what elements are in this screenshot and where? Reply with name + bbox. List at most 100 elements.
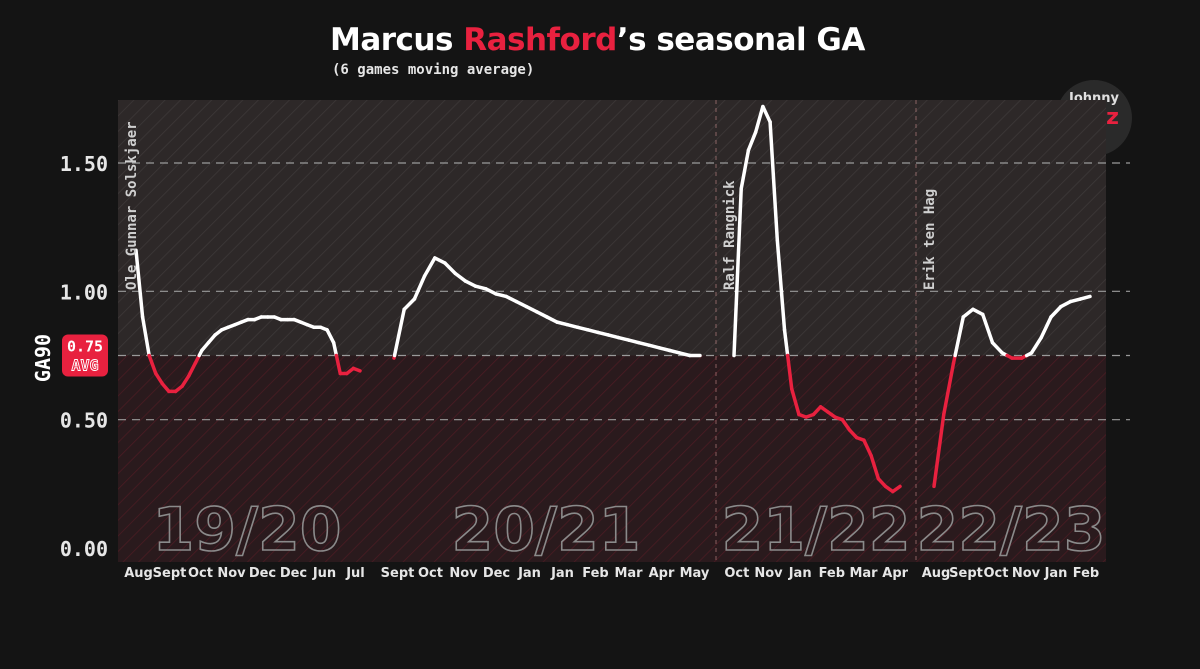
series-segment-20-21 (565, 322, 580, 330)
month-tick-label: Nov (1012, 566, 1041, 581)
series-segment-20-21 (535, 310, 549, 319)
y-tick-label: 0.00 (60, 537, 108, 561)
series-segment-20-21 (626, 338, 641, 345)
series-segment-20-21 (402, 297, 417, 312)
chart-title: Marcus Rashford’s seasonal GA (330, 22, 865, 58)
y-tick-label: 0.50 (60, 409, 108, 433)
season-label: 21/22 (722, 495, 911, 565)
series-segment-21-22 (753, 104, 765, 134)
month-tick-label: Dec (249, 566, 276, 581)
month-tick-label: Dec (280, 566, 307, 581)
month-tick-label: Oct (418, 566, 443, 581)
month-tick-label: Jan (1044, 566, 1068, 581)
series-segment-21-22 (782, 328, 790, 358)
season-label: 19/20 (153, 495, 342, 565)
month-tick-label: Mar (849, 566, 878, 581)
series-segment-20-21 (453, 271, 468, 283)
average-value: 0.75 (67, 338, 103, 356)
series-segment-22-23 (1029, 335, 1043, 355)
series-segment-22-23 (942, 361, 956, 417)
series-segment-20-21 (596, 330, 610, 337)
series-segment-21-22 (775, 238, 787, 332)
month-tick-label: Feb (819, 566, 845, 581)
series-segment-20-21 (433, 256, 447, 265)
season-label: 22/23 (917, 495, 1106, 565)
series-segment-22-23 (990, 340, 1004, 355)
series-segment-20-21 (484, 287, 498, 296)
series-segment-20-21 (616, 335, 631, 342)
above-avg-hatch (916, 100, 1106, 356)
month-tick-label: May (680, 566, 710, 581)
series-segment-19-20 (331, 340, 339, 358)
month-tick-label: Nov (754, 566, 783, 581)
month-tick-label: Oct (188, 566, 213, 581)
y-tick-label: 1.00 (60, 280, 108, 304)
series-segment-21-22 (732, 186, 743, 358)
series-segment-20-21 (637, 340, 651, 347)
month-tick-label: Oct (984, 566, 1009, 581)
series-segment-20-21 (473, 284, 488, 291)
series-segment-20-21 (677, 351, 692, 358)
below-avg-hatch (716, 355, 916, 562)
manager-label: Ole Gunnar Solskjaer (124, 121, 140, 290)
series-segment-19-20 (351, 366, 362, 373)
month-tick-label: Jan (517, 566, 541, 581)
series-segment-22-23 (971, 307, 985, 317)
series-segment-21-22 (869, 453, 881, 481)
series-segment-20-21 (463, 279, 478, 288)
series-segment-19-20 (134, 248, 145, 319)
series-segment-21-22 (746, 130, 758, 152)
series-segment-21-22 (761, 104, 772, 124)
above-avg-hatch (716, 100, 916, 356)
month-tick-label: Apr (649, 566, 675, 581)
series-segment-20-21 (555, 320, 570, 327)
chart-subtitle: (6 games moving average) (332, 62, 535, 78)
series-segment-20-21 (412, 274, 427, 301)
series-segment-21-22 (891, 484, 902, 494)
month-tick-label: Apr (882, 566, 908, 581)
series-segment-22-23 (953, 315, 965, 358)
series-segment-20-21 (494, 292, 508, 299)
above-avg-hatch (118, 100, 376, 356)
month-tick-label: Aug (922, 566, 951, 581)
series-segment-22-23 (1059, 299, 1073, 309)
series-segment-22-23 (981, 312, 995, 345)
series-segment-20-21 (586, 328, 600, 335)
series-segment-20-21 (545, 315, 559, 324)
season-label: 20/21 (452, 495, 641, 565)
month-tick-label: Feb (1073, 566, 1099, 581)
series-segment-21-22 (876, 476, 888, 489)
series-segment-21-22 (785, 353, 794, 391)
above-avg-hatch (376, 100, 716, 356)
series-segment-20-21 (422, 256, 437, 278)
series-segment-21-22 (862, 438, 873, 458)
series-segment-19-20 (147, 353, 158, 376)
series-segment-19-20 (180, 374, 191, 389)
series-segment-20-21 (524, 304, 539, 314)
average-label: AVG (71, 357, 98, 375)
series-segment-20-21 (647, 343, 661, 350)
series-segment-22-23 (961, 307, 975, 319)
series-segment-21-22 (847, 428, 859, 440)
average-badge (62, 334, 108, 377)
series-segment-19-20 (154, 371, 165, 386)
month-tick-label: Jan (788, 566, 812, 581)
series-segment-22-23 (1039, 315, 1053, 340)
series-segment-20-21 (514, 299, 529, 309)
series-segment-20-21 (606, 333, 621, 340)
month-tick-label: Sept (153, 566, 187, 581)
month-tick-label: Dec (483, 566, 510, 581)
below-avg-hatch (118, 355, 376, 562)
series-segment-22-23 (932, 412, 946, 489)
series-segment-19-20 (325, 328, 336, 345)
series-segment-22-23 (1078, 294, 1092, 301)
month-tick-label: Jul (345, 566, 365, 581)
manager-label: Erik ten Hag (922, 189, 938, 290)
month-tick-label: Feb (582, 566, 608, 581)
series-segment-20-21 (443, 261, 457, 276)
series-segment-20-21 (504, 294, 519, 304)
series-segment-21-22 (768, 120, 780, 242)
month-tick-label: Sept (381, 566, 415, 581)
series-segment-20-21 (657, 346, 672, 353)
